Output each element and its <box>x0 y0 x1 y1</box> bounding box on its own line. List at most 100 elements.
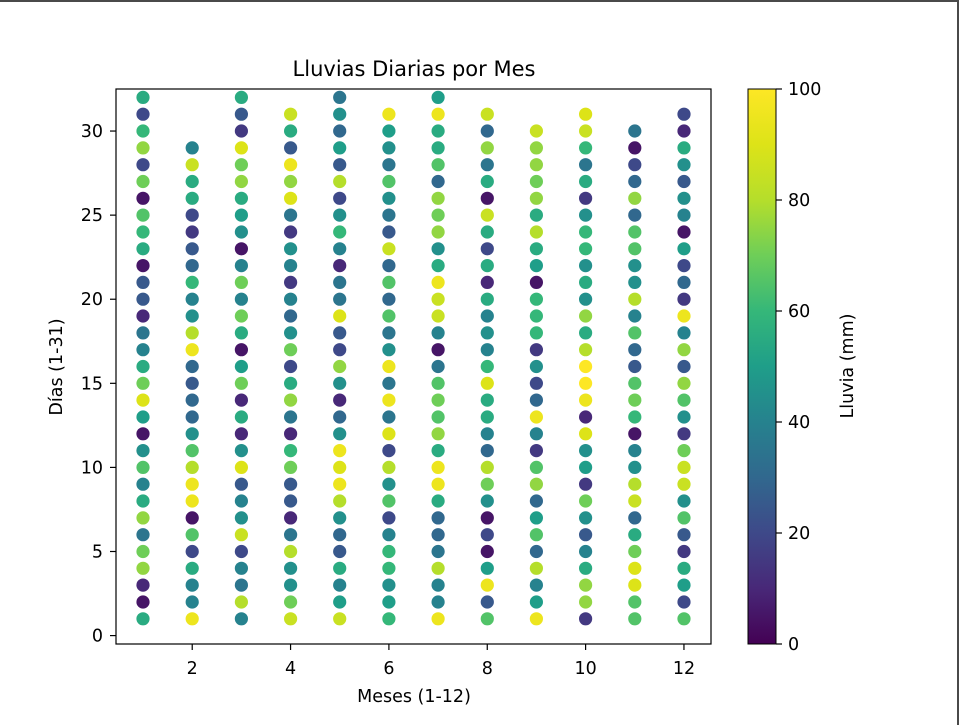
data-point <box>529 242 544 256</box>
data-point <box>431 141 445 155</box>
data-point <box>677 612 691 626</box>
data-point <box>333 460 347 474</box>
data-point <box>136 460 150 474</box>
data-point <box>431 90 445 104</box>
data-point <box>333 477 347 491</box>
data-point <box>234 359 248 374</box>
data-point <box>431 107 445 121</box>
data-point <box>234 494 248 508</box>
data-point <box>579 141 593 155</box>
y-tick-label: 30 <box>81 122 103 142</box>
x-axis-label: Meses (1-12) <box>357 687 471 707</box>
data-point <box>480 275 494 289</box>
data-point <box>284 275 298 289</box>
data-point <box>628 292 642 306</box>
data-point <box>677 393 691 407</box>
data-point <box>136 477 150 491</box>
window-frame-top <box>0 0 959 2</box>
data-point <box>284 242 298 256</box>
data-point <box>136 494 150 508</box>
data-point <box>628 343 642 357</box>
plot-area-frame <box>115 88 712 645</box>
y-axis-label: Días (1-31) <box>47 318 67 415</box>
data-point <box>628 191 642 205</box>
colorbar <box>747 88 777 645</box>
data-point <box>677 544 691 559</box>
data-point <box>234 528 248 542</box>
data-point <box>677 444 691 458</box>
data-point <box>185 544 199 559</box>
data-point <box>185 158 199 172</box>
data-point <box>677 343 691 357</box>
data-point <box>333 292 347 306</box>
window-frame-right <box>957 0 959 725</box>
data-point <box>677 141 691 155</box>
data-point <box>333 444 347 458</box>
data-point <box>431 208 445 222</box>
data-point <box>234 309 248 323</box>
data-point <box>136 326 150 340</box>
data-point <box>284 595 298 609</box>
data-point <box>333 343 347 357</box>
data-point <box>333 561 347 575</box>
data-point <box>677 460 691 474</box>
data-point <box>284 225 298 239</box>
data-point <box>185 208 199 222</box>
data-point <box>333 107 347 121</box>
data-point <box>579 359 593 374</box>
data-point <box>136 225 150 239</box>
colorbar-tick-label: 20 <box>788 524 810 544</box>
data-point <box>185 511 199 525</box>
data-point <box>382 259 396 273</box>
data-point <box>628 275 642 289</box>
data-point <box>628 259 642 273</box>
data-point <box>480 376 494 390</box>
data-point <box>628 174 642 189</box>
data-point <box>284 191 298 205</box>
data-point <box>284 494 298 508</box>
data-point <box>579 107 593 121</box>
data-point <box>529 612 544 626</box>
data-point <box>677 528 691 542</box>
data-point <box>431 259 445 273</box>
colorbar-ticks: 0 20 40 60 80 100 <box>776 80 821 655</box>
data-point <box>185 376 199 390</box>
data-point <box>529 376 544 390</box>
data-point <box>628 528 642 542</box>
data-point <box>431 191 445 205</box>
data-point <box>382 410 396 424</box>
data-point <box>185 326 199 340</box>
data-point <box>333 275 347 289</box>
data-point <box>185 612 199 626</box>
data-point <box>431 427 445 441</box>
data-point <box>677 359 691 374</box>
data-point <box>529 225 544 239</box>
data-point <box>431 275 445 289</box>
data-point <box>628 544 642 559</box>
data-point <box>333 158 347 172</box>
data-point <box>382 208 396 222</box>
data-point <box>677 107 691 121</box>
data-point <box>185 225 199 239</box>
data-point <box>185 174 199 189</box>
data-point <box>234 225 248 239</box>
data-point <box>431 225 445 239</box>
data-point <box>677 427 691 441</box>
data-point <box>382 359 396 374</box>
data-point <box>579 376 593 390</box>
data-point <box>480 309 494 323</box>
data-point <box>284 259 298 273</box>
data-point <box>136 393 150 407</box>
data-point <box>382 494 396 508</box>
data-point <box>333 242 347 256</box>
data-point <box>579 158 593 172</box>
data-point <box>579 242 593 256</box>
data-point <box>579 612 593 626</box>
data-point <box>529 511 544 525</box>
data-point <box>529 259 544 273</box>
data-point <box>628 124 642 138</box>
data-point <box>480 326 494 340</box>
data-point <box>333 410 347 424</box>
data-point <box>480 141 494 155</box>
